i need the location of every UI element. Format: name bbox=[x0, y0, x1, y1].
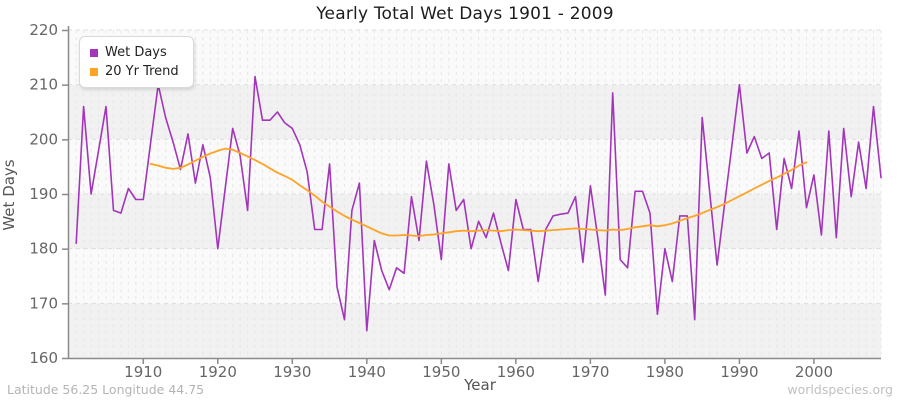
trend-line bbox=[149, 147, 808, 238]
x-axis-title: Year bbox=[464, 376, 496, 394]
chart-title: Yearly Total Wet Days 1901 - 2009 bbox=[316, 4, 614, 24]
x-tick-label: 1910 bbox=[124, 363, 162, 381]
x-tick-label: 2000 bbox=[795, 363, 833, 381]
plot-band bbox=[68, 30, 881, 85]
x-tick-label: 1940 bbox=[348, 363, 386, 381]
y-tick-label: 220 bbox=[29, 21, 58, 39]
legend: Wet Days 20 Yr Trend bbox=[79, 36, 194, 88]
legend-item-wet-days: Wet Days bbox=[90, 43, 179, 62]
axes bbox=[62, 26, 881, 364]
plot-band bbox=[68, 303, 881, 358]
x-tick-label: 1980 bbox=[646, 363, 684, 381]
y-tick-label: 200 bbox=[29, 130, 58, 148]
y-tick-label: 180 bbox=[29, 240, 58, 258]
tick-labels: 160 170 180 190 200 210 220 1910 1920 1930 1940 195… bbox=[29, 21, 833, 381]
legend-label-wet-days: Wet Days bbox=[105, 45, 167, 60]
x-tick-label: 1930 bbox=[273, 363, 311, 381]
y-axis-title: Wet Days bbox=[0, 159, 18, 231]
y-tick-label: 190 bbox=[29, 185, 58, 203]
source-caption: worldspecies.org bbox=[787, 382, 893, 397]
x-tick-label: 1990 bbox=[720, 363, 758, 381]
coordinates-caption: Latitude 56.25 Longitude 44.75 bbox=[7, 382, 205, 397]
x-tick-label: 1920 bbox=[199, 363, 237, 381]
x-tick-label: 1950 bbox=[422, 363, 460, 381]
x-tick-label: 1970 bbox=[571, 363, 609, 381]
trend-swatch-icon bbox=[90, 67, 98, 76]
legend-item-20yr-trend: 20 Yr Trend bbox=[90, 62, 179, 81]
y-tick-label: 210 bbox=[29, 76, 58, 94]
data-series bbox=[75, 75, 882, 332]
wet-days-swatch-icon bbox=[90, 48, 98, 57]
wet-days-line bbox=[75, 75, 882, 332]
plot-bands bbox=[68, 30, 881, 358]
plot-band bbox=[68, 248, 881, 304]
legend-label-20yr-trend: 20 Yr Trend bbox=[105, 64, 179, 79]
plot-band bbox=[68, 84, 881, 140]
y-tick-label: 160 bbox=[29, 349, 58, 367]
y-tick-label: 170 bbox=[29, 294, 58, 312]
plot-band bbox=[68, 194, 881, 249]
x-tick-label: 1960 bbox=[497, 363, 535, 381]
